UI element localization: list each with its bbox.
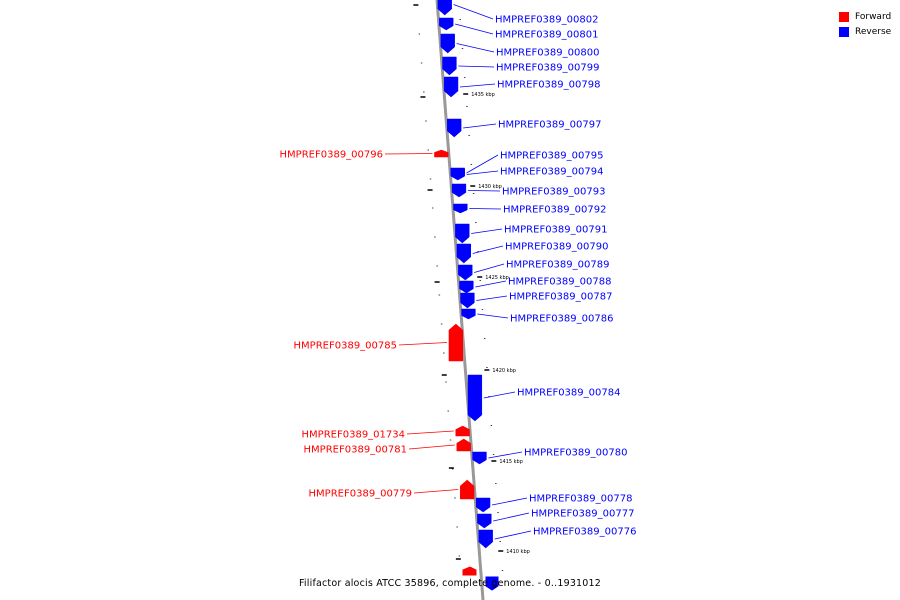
genome-backbone — [435, 0, 485, 600]
gene-leader-line — [493, 512, 530, 522]
legend-item-reverse: Reverse — [839, 24, 891, 39]
partial-gene-reverse — [485, 576, 499, 591]
gene-label: HMPREF0389_00790 — [505, 242, 608, 253]
gene-leader-line — [472, 245, 504, 254]
gene-arrow-hmpref0389_00779 — [459, 479, 475, 500]
gene-arrow-hmpref0389_00793 — [451, 183, 467, 198]
gene-arrow-hmpref0389_00792 — [453, 203, 468, 214]
gene-arrow-hmpref0389_00791 — [455, 223, 470, 244]
gene-arrow-hmpref0389_00800 — [440, 33, 455, 54]
gene-arrow-hmpref0389_00784 — [467, 374, 483, 422]
gene-leader-line — [456, 43, 495, 53]
gene-leader-line — [491, 497, 528, 506]
gene-leader-line — [475, 280, 507, 288]
gene-arrow-hmpref0389_00799 — [442, 56, 457, 76]
forward-swatch — [839, 11, 849, 22]
gene-label: HMPREF0389_00788 — [508, 277, 611, 288]
gene-label: HMPREF0389_00787 — [509, 292, 612, 303]
gene-leader-line — [471, 228, 503, 234]
gene-leader-line — [477, 313, 509, 319]
gene-label: HMPREF0389_00777 — [531, 509, 634, 520]
legend: Forward Reverse — [839, 9, 891, 39]
kbp-tick-label: 1410 kbp — [506, 549, 530, 555]
gene-label: HMPREF0389_00793 — [502, 187, 605, 198]
gene-leader-line — [413, 489, 459, 494]
gene-label: HMPREF0389_00789 — [506, 260, 609, 271]
gene-arrow-hmpref0389_00801 — [439, 17, 454, 31]
gene-leader-line — [463, 123, 497, 129]
gene-arrow-hmpref0389_00776 — [478, 529, 493, 549]
gene-label: HMPREF0389_00800 — [496, 48, 599, 59]
legend-forward-label: Forward — [855, 11, 892, 22]
gene-arrow-hmpref0389_00797 — [447, 118, 462, 138]
gene-leader-line — [406, 430, 454, 435]
gene-leader-line — [453, 4, 494, 20]
gene-arrow-hmpref0389_01734 — [455, 425, 470, 437]
kbp-tick-label: 1425 kbp — [485, 275, 509, 281]
gene-label: HMPREF0389_00786 — [510, 314, 613, 325]
gene-label: HMPREF0389_01734 — [302, 430, 405, 441]
gene-leader-line — [459, 83, 496, 88]
gene-leader-line — [458, 65, 495, 68]
gene-leader-line — [384, 153, 433, 155]
gene-label: HMPREF0389_00778 — [529, 494, 632, 505]
gene-label: HMPREF0389_00791 — [504, 225, 607, 236]
legend-reverse-label: Reverse — [855, 26, 892, 37]
gene-label: HMPREF0389_00795 — [500, 151, 603, 162]
gene-arrow-hmpref0389_00777 — [477, 513, 492, 529]
gene-leader-line — [466, 170, 499, 175]
gene-leader-line — [483, 391, 516, 399]
gene-label: HMPREF0389_00799 — [496, 63, 599, 74]
partial-gene-forward — [462, 566, 477, 576]
gene-arrow-hmpref0389_00789 — [458, 264, 473, 281]
legend-item-forward: Forward — [839, 9, 891, 24]
gene-label: HMPREF0389_00792 — [503, 205, 606, 216]
gene-arrow-hmpref0389_00786 — [461, 308, 476, 320]
gene-arrow-hmpref0389_00790 — [456, 243, 471, 264]
gene-leader-line — [494, 530, 532, 540]
kbp-tick-label: 1430 kbp — [478, 184, 502, 190]
gene-arrow-hmpref0389_00785 — [448, 323, 464, 362]
gene-leader-line — [467, 190, 501, 192]
gene-label: HMPREF0389_00780 — [524, 448, 627, 459]
gene-arrow-hmpref0389_00794 — [450, 168, 465, 181]
reverse-swatch — [839, 26, 849, 37]
kbp-tick-label: 1435 kbp — [471, 92, 495, 98]
gene-arrow-hmpref0389_00798 — [443, 76, 459, 98]
gene-leader-line — [398, 342, 447, 346]
gene-leader-line — [488, 451, 523, 459]
gene-arrow-hmpref0389_00796 — [434, 149, 449, 158]
gene-arrow-hmpref0389_00802 — [437, 0, 452, 16]
gene-leader-line — [476, 295, 508, 301]
gene-label: HMPREF0389_00797 — [498, 120, 601, 131]
gene-leader-line — [408, 444, 455, 450]
gene-leader-line — [466, 154, 499, 174]
gene-label: HMPREF0389_00785 — [294, 341, 397, 352]
gene-arrow-hmpref0389_00780 — [472, 451, 487, 465]
gene-leader-line — [455, 23, 494, 35]
gene-label: HMPREF0389_00798 — [497, 80, 600, 91]
gene-arrow-hmpref0389_00788 — [459, 280, 474, 294]
gene-arrow-hmpref0389_00787 — [460, 292, 475, 309]
kbp-tick-label: 1415 kbp — [499, 459, 523, 465]
gene-label: HMPREF0389_00796 — [280, 150, 383, 161]
gene-arrow-hmpref0389_00778 — [475, 497, 491, 513]
gene-leader-line — [469, 208, 502, 210]
gene-label: HMPREF0389_00801 — [495, 30, 598, 41]
gene-arrow-hmpref0389_00781 — [456, 438, 471, 452]
gene-label: HMPREF0389_00779 — [309, 489, 412, 500]
gene-leader-line — [474, 263, 505, 273]
gene-label: HMPREF0389_00781 — [304, 445, 407, 456]
gene-label: HMPREF0389_00802 — [495, 15, 598, 26]
gene-label: HMPREF0389_00794 — [500, 167, 603, 178]
genome-caption: Filifactor alocis ATCC 35896, complete g… — [298, 578, 602, 589]
gene-label: HMPREF0389_00784 — [517, 388, 620, 399]
kbp-tick-label: 1420 kbp — [492, 368, 516, 374]
gene-label: HMPREF0389_00776 — [533, 527, 636, 538]
